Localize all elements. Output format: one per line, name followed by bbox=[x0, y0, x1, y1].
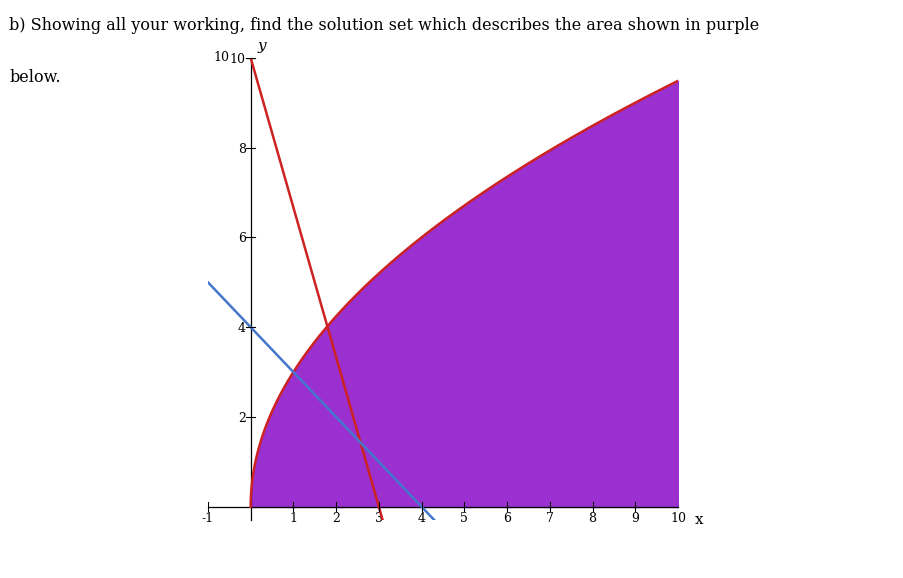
Text: 10: 10 bbox=[213, 51, 229, 64]
Text: b) Showing all your working, find the solution set which describes the area show: b) Showing all your working, find the so… bbox=[9, 17, 759, 34]
Text: y: y bbox=[256, 39, 265, 53]
Text: below.: below. bbox=[9, 69, 61, 86]
Text: x: x bbox=[694, 513, 703, 527]
